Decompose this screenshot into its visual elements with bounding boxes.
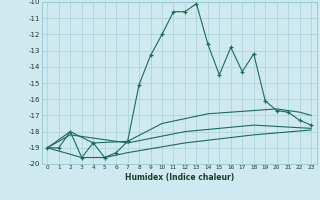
X-axis label: Humidex (Indice chaleur): Humidex (Indice chaleur): [124, 173, 234, 182]
